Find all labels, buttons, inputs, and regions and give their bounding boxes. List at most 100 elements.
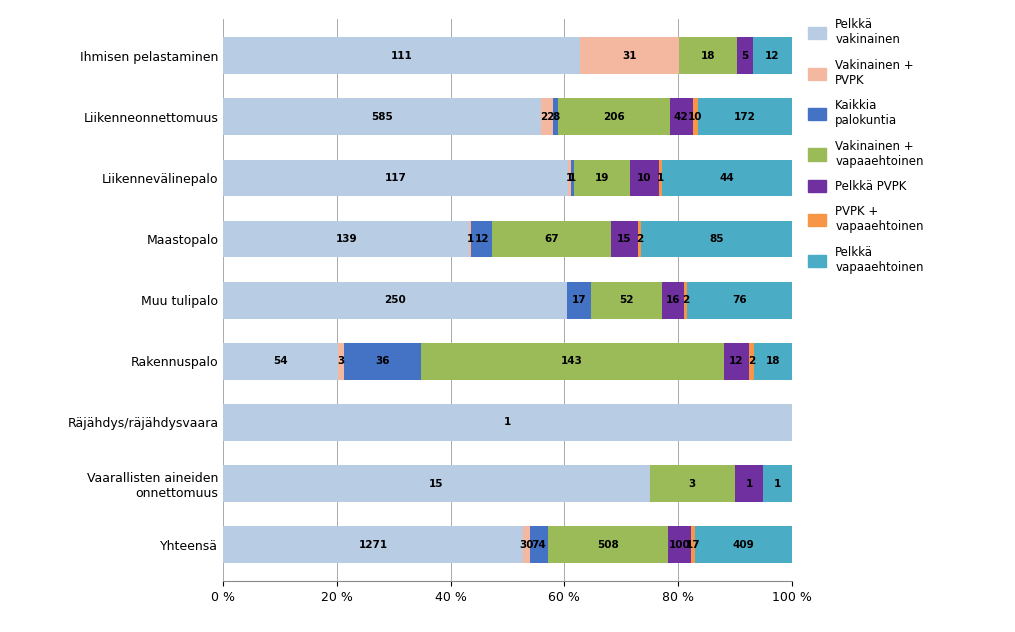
- Bar: [684, 282, 687, 319]
- Text: 85: 85: [709, 234, 724, 244]
- Bar: [223, 404, 792, 441]
- Text: 67: 67: [544, 234, 559, 244]
- Text: 1: 1: [568, 173, 576, 183]
- Text: 409: 409: [733, 540, 754, 550]
- Text: 15: 15: [429, 478, 444, 489]
- Bar: [541, 99, 553, 135]
- Text: 206: 206: [603, 112, 624, 122]
- Text: 17: 17: [571, 295, 587, 305]
- Text: 2: 2: [635, 234, 644, 244]
- Text: 3: 3: [688, 478, 696, 489]
- Text: 2: 2: [748, 356, 755, 367]
- Text: 139: 139: [336, 234, 357, 244]
- Text: 15: 15: [617, 234, 631, 244]
- Bar: [663, 282, 684, 319]
- Text: 172: 172: [734, 112, 756, 122]
- Text: 18: 18: [701, 51, 716, 61]
- Text: 1: 1: [565, 173, 573, 183]
- Text: 30: 30: [520, 540, 534, 550]
- Text: 250: 250: [385, 295, 406, 305]
- Bar: [223, 221, 469, 257]
- Bar: [629, 159, 659, 197]
- Text: 10: 10: [637, 173, 652, 183]
- Bar: [753, 37, 792, 74]
- Bar: [553, 99, 558, 135]
- Bar: [580, 37, 679, 74]
- Text: 12: 12: [765, 51, 780, 61]
- Bar: [469, 221, 471, 257]
- Bar: [591, 282, 663, 319]
- Bar: [735, 465, 763, 502]
- Text: 42: 42: [674, 112, 688, 122]
- Text: 1: 1: [745, 478, 753, 489]
- Bar: [530, 526, 548, 563]
- Text: 74: 74: [532, 540, 546, 550]
- Bar: [611, 221, 637, 257]
- Text: 117: 117: [385, 173, 407, 183]
- Bar: [223, 159, 567, 197]
- Text: 19: 19: [595, 173, 609, 183]
- Bar: [570, 159, 573, 197]
- Text: 54: 54: [273, 356, 288, 367]
- Bar: [670, 99, 692, 135]
- Bar: [749, 343, 753, 380]
- Bar: [641, 221, 792, 257]
- Bar: [338, 343, 344, 380]
- Bar: [573, 159, 629, 197]
- Bar: [737, 37, 753, 74]
- Bar: [679, 37, 737, 74]
- Bar: [223, 526, 523, 563]
- Text: 1: 1: [657, 173, 664, 183]
- Bar: [420, 343, 724, 380]
- Text: 1: 1: [773, 478, 782, 489]
- Text: 5: 5: [742, 51, 749, 61]
- Text: 17: 17: [686, 540, 700, 550]
- Bar: [223, 465, 650, 502]
- Bar: [763, 465, 792, 502]
- Bar: [471, 221, 492, 257]
- Bar: [691, 526, 695, 563]
- Text: 508: 508: [597, 540, 618, 550]
- Text: 3: 3: [337, 356, 345, 367]
- Bar: [695, 526, 792, 563]
- Bar: [558, 99, 670, 135]
- Bar: [223, 343, 338, 380]
- Bar: [548, 526, 668, 563]
- Bar: [567, 159, 570, 197]
- Bar: [668, 526, 691, 563]
- Text: 111: 111: [391, 51, 412, 61]
- Text: 12: 12: [475, 234, 489, 244]
- Text: 44: 44: [720, 173, 734, 183]
- Bar: [650, 465, 735, 502]
- Text: 2: 2: [682, 295, 689, 305]
- Bar: [687, 282, 792, 319]
- Text: 52: 52: [619, 295, 633, 305]
- Text: 8: 8: [552, 112, 559, 122]
- Text: 76: 76: [732, 295, 747, 305]
- Bar: [659, 159, 662, 197]
- Text: 22: 22: [540, 112, 555, 122]
- Text: 143: 143: [561, 356, 584, 367]
- Bar: [492, 221, 611, 257]
- Text: 100: 100: [669, 540, 690, 550]
- Bar: [637, 221, 641, 257]
- Bar: [692, 99, 698, 135]
- Text: 18: 18: [765, 356, 780, 367]
- Legend: Pelkkä
vakinainen, Vakinainen +
PVPK, Kaikkia
palokuntia, Vakinainen +
vapaaehto: Pelkkä vakinainen, Vakinainen + PVPK, Ka…: [803, 14, 929, 279]
- Text: 12: 12: [730, 356, 744, 367]
- Text: 1: 1: [503, 418, 512, 427]
- Text: 10: 10: [688, 112, 702, 122]
- Bar: [567, 282, 591, 319]
- Bar: [223, 282, 567, 319]
- Bar: [223, 37, 580, 74]
- Text: 1271: 1271: [358, 540, 388, 550]
- Text: 31: 31: [622, 51, 636, 61]
- Text: 585: 585: [371, 112, 393, 122]
- Text: 36: 36: [376, 356, 390, 367]
- Bar: [662, 159, 792, 197]
- Text: 1: 1: [467, 234, 474, 244]
- Bar: [523, 526, 530, 563]
- Text: 16: 16: [666, 295, 681, 305]
- Bar: [753, 343, 792, 380]
- Bar: [724, 343, 749, 380]
